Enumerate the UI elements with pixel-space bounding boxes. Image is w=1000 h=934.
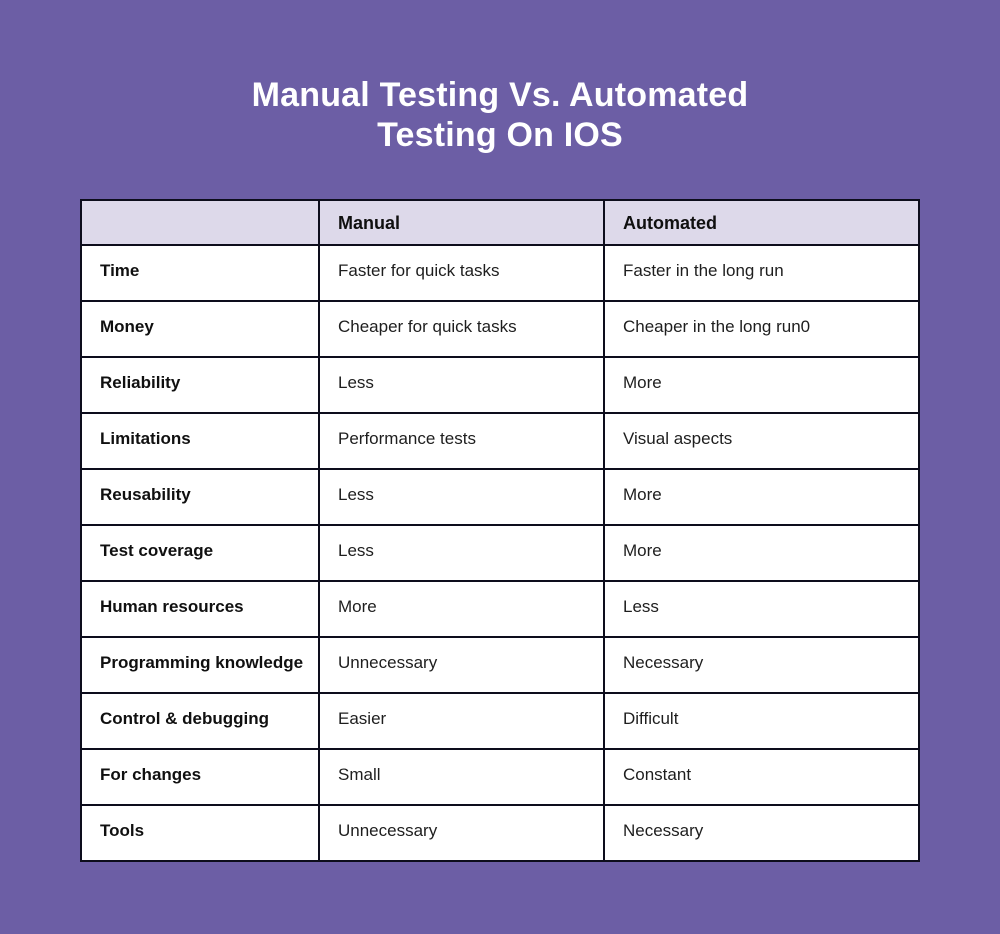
table-row: Reliability Less More bbox=[80, 355, 920, 414]
table-body: Time Faster for quick tasks Faster in th… bbox=[80, 243, 920, 862]
row-label-control-debugging: Control & debugging bbox=[80, 691, 320, 750]
cell-programming-knowledge-automated: Necessary bbox=[603, 635, 920, 694]
table-row: Tools Unnecessary Necessary bbox=[80, 803, 920, 862]
table-row: Programming knowledge Unnecessary Necess… bbox=[80, 635, 920, 694]
cell-reusability-automated: More bbox=[603, 467, 920, 526]
cell-money-manual: Cheaper for quick tasks bbox=[318, 299, 605, 358]
table-row: Control & debugging Easier Difficult bbox=[80, 691, 920, 750]
header-cell-manual: Manual bbox=[318, 198, 605, 246]
row-label-reusability: Reusability bbox=[80, 467, 320, 526]
cell-control-debugging-automated: Difficult bbox=[603, 691, 920, 750]
cell-time-manual: Faster for quick tasks bbox=[318, 243, 605, 302]
table-row: Human resources More Less bbox=[80, 579, 920, 638]
cell-test-coverage-manual: Less bbox=[318, 523, 605, 582]
cell-for-changes-manual: Small bbox=[318, 747, 605, 806]
row-label-human-resources: Human resources bbox=[80, 579, 320, 638]
cell-programming-knowledge-manual: Unnecessary bbox=[318, 635, 605, 694]
table-row: Limitations Performance tests Visual asp… bbox=[80, 411, 920, 470]
cell-money-automated: Cheaper in the long run0 bbox=[603, 299, 920, 358]
table-row: For changes Small Constant bbox=[80, 747, 920, 806]
row-label-tools: Tools bbox=[80, 803, 320, 862]
page-title-line-1: Manual Testing Vs. Automated bbox=[251, 75, 749, 114]
cell-reliability-manual: Less bbox=[318, 355, 605, 414]
header-row: Manual Automated bbox=[80, 198, 920, 246]
row-label-programming-knowledge: Programming knowledge bbox=[80, 635, 320, 694]
cell-limitations-manual: Performance tests bbox=[318, 411, 605, 470]
cell-limitations-automated: Visual aspects bbox=[603, 411, 920, 470]
cell-human-resources-manual: More bbox=[318, 579, 605, 638]
page-title-line-2: Testing On IOS bbox=[377, 115, 623, 154]
cell-reliability-automated: More bbox=[603, 355, 920, 414]
cell-time-automated: Faster in the long run bbox=[603, 243, 920, 302]
row-label-limitations: Limitations bbox=[80, 411, 320, 470]
cell-control-debugging-manual: Easier bbox=[318, 691, 605, 750]
cell-tools-automated: Necessary bbox=[603, 803, 920, 862]
row-label-reliability: Reliability bbox=[80, 355, 320, 414]
cell-for-changes-automated: Constant bbox=[603, 747, 920, 806]
page-title: Manual Testing Vs. Automated Testing On … bbox=[0, 23, 1000, 155]
table-row: Time Faster for quick tasks Faster in th… bbox=[80, 243, 920, 302]
row-label-for-changes: For changes bbox=[80, 747, 320, 806]
cell-tools-manual: Unnecessary bbox=[318, 803, 605, 862]
table-row: Test coverage Less More bbox=[80, 523, 920, 582]
row-label-money: Money bbox=[80, 299, 320, 358]
row-label-test-coverage: Test coverage bbox=[80, 523, 320, 582]
table-header: Manual Automated bbox=[80, 198, 920, 246]
row-label-time: Time bbox=[80, 243, 320, 302]
table-row: Reusability Less More bbox=[80, 467, 920, 526]
table-row: Money Cheaper for quick tasks Cheaper in… bbox=[80, 299, 920, 358]
header-cell-automated: Automated bbox=[603, 198, 920, 246]
comparison-table: Manual Automated Time Faster for quick t… bbox=[80, 198, 920, 862]
cell-human-resources-automated: Less bbox=[603, 579, 920, 638]
cell-reusability-manual: Less bbox=[318, 467, 605, 526]
header-cell-empty bbox=[80, 198, 320, 246]
cell-test-coverage-automated: More bbox=[603, 523, 920, 582]
